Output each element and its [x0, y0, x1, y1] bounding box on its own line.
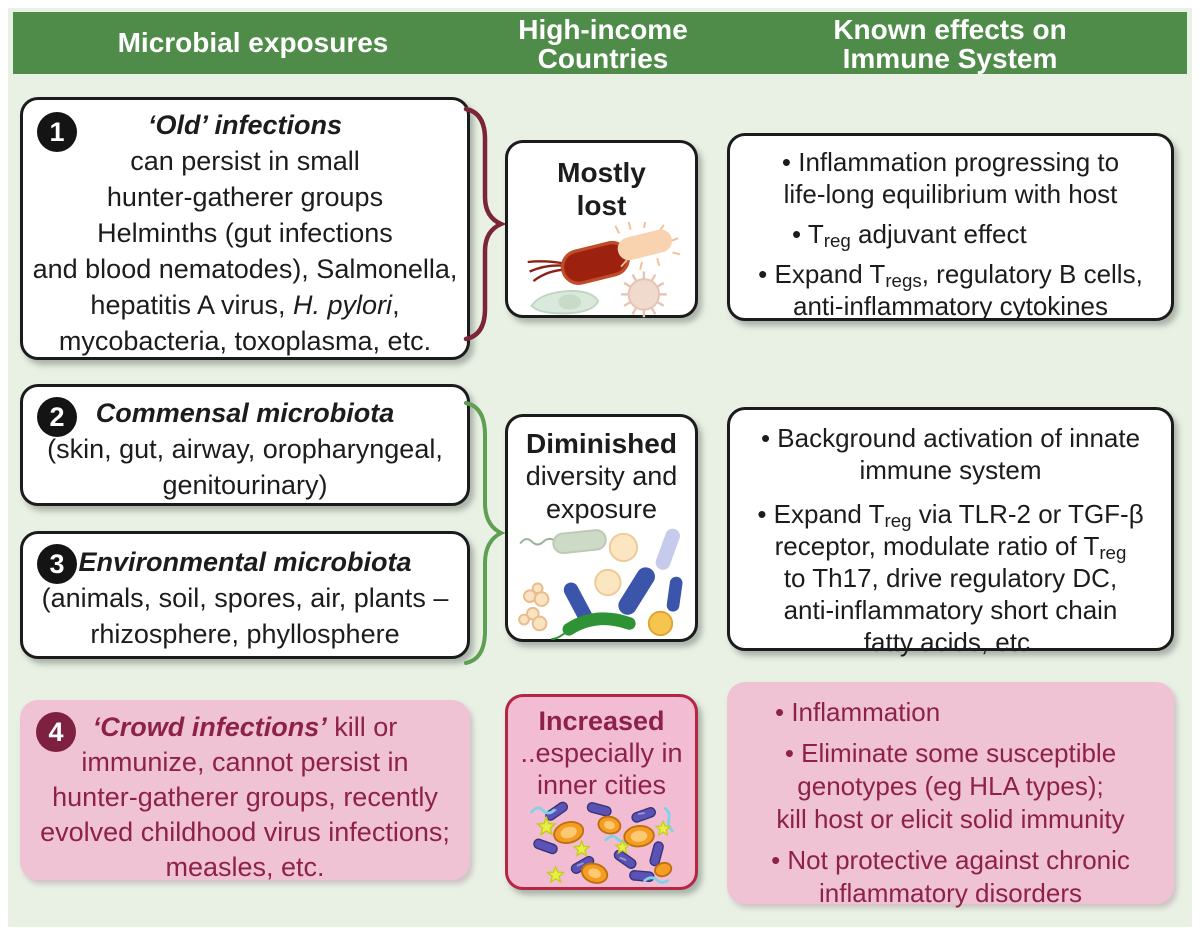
- text-line: • Expand Treg via TLR-2 or TGF-β: [730, 498, 1171, 530]
- text-line: hepatitis A virus, H. pylori,: [23, 287, 467, 323]
- text-line: • Background activation of innate: [760, 423, 1141, 453]
- number-badge-4: 4: [36, 712, 76, 752]
- effects-commensal-box: • Background activation of innate immune…: [727, 407, 1174, 657]
- text-segment: receptor, modulate ratio of T: [774, 531, 1100, 561]
- header-col-known-effects: Known effects on Immune System: [725, 15, 1175, 73]
- diminished-label: Diminished: [526, 428, 677, 459]
- text-line: rhizosphere, phyllosphere: [90, 619, 400, 649]
- text-line: and blood nematodes), Salmonella,: [32, 254, 458, 284]
- old-infections-title: ‘Old’ infections: [147, 110, 342, 140]
- subscript: regs: [885, 270, 922, 292]
- crowd-infections-box: 4 ‘Crowd infections’ kill or immunize, c…: [20, 700, 470, 882]
- text-line: (animals, soil, spores, air, plants –: [41, 583, 449, 613]
- mostly-lost-label: lost: [576, 190, 627, 221]
- header-col-high-income-countries: High-income Countries: [493, 15, 713, 73]
- subscript: reg: [823, 230, 851, 252]
- text-line: hunter-gatherer groups, recently: [52, 782, 438, 812]
- text-line: kill host or elicit solid immunity: [776, 804, 1125, 834]
- mostly-lost-box: Mostly lost: [505, 140, 698, 318]
- text-line: life-long equilibrium with host: [783, 179, 1118, 209]
- crowd-infections-title: ‘Crowd infections’: [92, 712, 327, 742]
- text-segment: hepatitis A virus,: [90, 290, 294, 320]
- environmental-microbiota-box: 3 Environmental microbiota (animals, soi…: [20, 531, 470, 659]
- bullet-item: • Inflammation progressing to life-long …: [730, 146, 1171, 210]
- dark-red-brace-icon: [460, 104, 507, 349]
- bullet-item: • Expand Tregs, regulatory B cells, anti…: [730, 258, 1171, 322]
- text-line: • Expand Tregs, regulatory B cells,: [730, 258, 1171, 290]
- header-bar: Microbial exposures High-income Countrie…: [13, 12, 1187, 74]
- header-line: High-income: [518, 14, 688, 45]
- text-line: receptor, modulate ratio of Treg: [730, 530, 1171, 562]
- text-segment: , regulatory B cells,: [921, 259, 1143, 289]
- text-line: hunter-gatherer groups: [106, 182, 384, 212]
- text-line: evolved childhood virus infections;: [40, 817, 450, 847]
- commensal-microbiota-box: 2 Commensal microbiota (skin, gut, airwa…: [20, 384, 470, 506]
- text-segment: • Expand T: [757, 499, 885, 529]
- increased-label: inner cities: [536, 770, 667, 800]
- diminished-microbes-illustration: [517, 528, 683, 641]
- text-segment: ,: [392, 290, 400, 320]
- header-line: Known effects on: [833, 14, 1067, 45]
- text-line: • Eliminate some susceptible: [784, 738, 1117, 768]
- text-segment: kill or: [326, 712, 398, 742]
- green-brace-icon: [460, 398, 506, 673]
- text-line: Helminths (gut infections: [97, 218, 393, 248]
- bullet-item: • Inflammation: [727, 696, 1174, 729]
- text-line: anti-inflammatory cytokines: [793, 291, 1108, 321]
- bullet-item: • Treg adjuvant effect: [730, 218, 1171, 250]
- subscript: reg: [884, 510, 912, 532]
- text-line: measles, etc.: [165, 852, 325, 882]
- text-line: immunize, cannot persist in: [81, 747, 409, 777]
- text-line: genitourinary): [162, 470, 328, 500]
- text-line: inflammatory disorders: [819, 878, 1082, 908]
- effects-old-box: • Inflammation progressing to life-long …: [727, 133, 1174, 321]
- number-badge-2: 2: [37, 397, 77, 437]
- mostly-lost-label: Mostly: [557, 157, 646, 188]
- text-line: ‘Crowd infections’ kill or: [20, 710, 470, 745]
- bullet-item: • Expand Treg via TLR-2 or TGF-β recepto…: [730, 498, 1171, 658]
- text-segment: via TLR-2 or TGF-β: [911, 499, 1144, 529]
- text-line: can persist in small: [130, 146, 360, 176]
- diminished-box: Diminished diversity and exposure: [505, 414, 698, 642]
- number-badge-3: 3: [37, 544, 77, 584]
- mostly-lost-microbes-illustration: [527, 219, 680, 318]
- text-line: • Inflammation progressing to: [781, 147, 1120, 177]
- text-line: • Inflammation: [775, 697, 941, 727]
- text-segment: • T: [792, 219, 824, 249]
- bullet-item: • Not protective against chronic inflamm…: [727, 844, 1174, 910]
- increased-label: Increased: [538, 706, 665, 736]
- species-name: H. pylori: [293, 290, 393, 320]
- text-line: mycobacteria, toxoplasma, etc.: [58, 326, 432, 356]
- text-line: to Th17, drive regulatory DC,: [783, 563, 1118, 593]
- increased-label: ..especially in: [520, 738, 683, 768]
- diminished-label: diversity and: [525, 461, 678, 491]
- bullet-item: • Eliminate some susceptible genotypes (…: [727, 737, 1174, 836]
- commensal-microbiota-title: Commensal microbiota: [95, 398, 395, 428]
- header-line: Countries: [537, 43, 669, 74]
- figure-canvas: Microbial exposures High-income Countrie…: [8, 8, 1192, 927]
- increased-microbes-illustration: [529, 801, 674, 884]
- number-badge-1: 1: [37, 112, 77, 152]
- subscript: reg: [1099, 542, 1127, 564]
- header-line: Immune System: [842, 43, 1058, 74]
- text-line: immune system: [859, 455, 1042, 485]
- environmental-microbiota-title: Environmental microbiota: [78, 547, 412, 577]
- text-segment: adjuvant effect: [850, 219, 1027, 249]
- header-col-microbial-exposures: Microbial exposures: [117, 27, 389, 58]
- text-line: genotypes (eg HLA types);: [797, 771, 1104, 801]
- increased-box: Increased ..especially in inner cities: [505, 694, 698, 890]
- effects-crowd-box: • Inflammation • Eliminate some suscepti…: [727, 682, 1174, 908]
- diminished-label: exposure: [545, 494, 658, 524]
- text-segment: • Expand T: [758, 259, 886, 289]
- text-line: • Not protective against chronic: [771, 845, 1130, 875]
- old-infections-box: 1 ‘Old’ infections can persist in small …: [20, 97, 470, 360]
- text-line: anti-inflammatory short chain: [783, 595, 1118, 625]
- text-line: fatty acids, etc.: [863, 627, 1038, 657]
- text-line: • Treg adjuvant effect: [792, 218, 1171, 250]
- bullet-item: • Background activation of innate immune…: [730, 422, 1171, 486]
- text-line: (skin, gut, airway, oropharyngeal,: [47, 434, 443, 464]
